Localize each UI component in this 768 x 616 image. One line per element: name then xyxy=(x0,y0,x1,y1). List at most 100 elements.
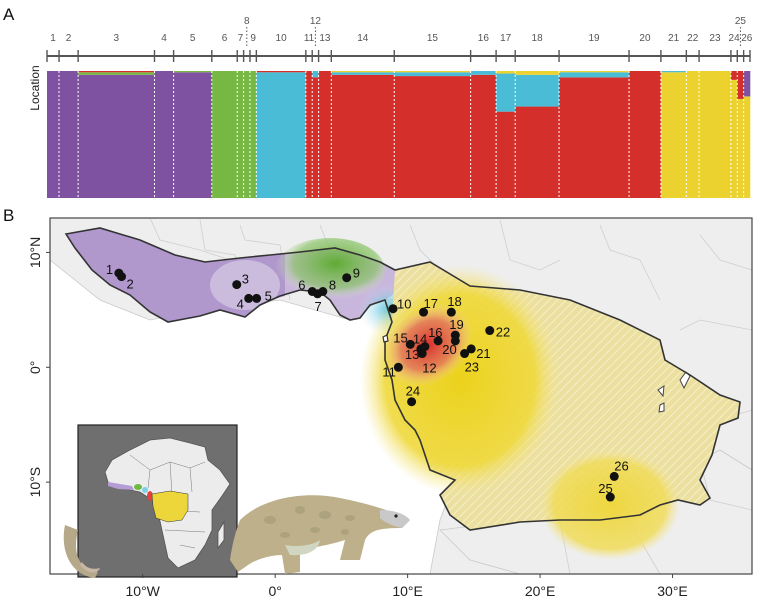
admixture-segment-red xyxy=(737,71,744,99)
admixture-segment-green xyxy=(237,71,244,198)
sample-site-label: 18 xyxy=(447,294,461,309)
sample-site-20: 20 xyxy=(442,336,460,357)
sample-site-label: 21 xyxy=(476,346,490,361)
sample-site-24: 24 xyxy=(406,384,420,407)
x-axis-tick-label: 20°E xyxy=(525,583,556,599)
x-axis-tick-label: 0° xyxy=(268,583,281,599)
sample-site-marker xyxy=(388,304,398,314)
location-tick-label: 26 xyxy=(741,33,753,44)
sample-site-8: 8 xyxy=(318,277,336,296)
location-tick-label: 6 xyxy=(222,33,228,44)
location-tick-label: 12 xyxy=(310,16,322,27)
inset-africa-map xyxy=(77,424,238,578)
sample-site-label: 9 xyxy=(353,266,360,281)
x-axis-tick-label: 30°E xyxy=(657,583,688,599)
admixture-segment-cyan xyxy=(312,71,319,78)
location-tick-label: 14 xyxy=(357,33,369,44)
bioko-island xyxy=(382,334,389,343)
sample-site-2: 2 xyxy=(117,272,134,292)
admixture-segment-red xyxy=(318,71,332,198)
admixture-segment-purple xyxy=(47,71,60,198)
location-tick-label: 13 xyxy=(319,33,331,44)
inset-range-purple xyxy=(108,482,134,490)
sample-site-marker xyxy=(460,349,470,359)
admixture-segment-purple xyxy=(743,71,751,97)
sample-site-14: 14 xyxy=(413,332,430,352)
sample-site-23: 23 xyxy=(460,349,479,375)
admixture-segment-green xyxy=(211,71,238,198)
sample-site-label: 7 xyxy=(315,299,322,314)
admixture-segment-yellow xyxy=(699,71,732,198)
location-tick-label: 8 xyxy=(244,16,250,27)
inset-range-green xyxy=(134,484,142,490)
sample-site-marker xyxy=(342,273,352,283)
location-tick-label: 18 xyxy=(532,33,544,44)
sample-site-9: 9 xyxy=(342,266,360,283)
inset-range-red xyxy=(147,491,153,501)
admixture-segment-yellow xyxy=(660,72,687,198)
sample-site-label: 3 xyxy=(242,272,249,287)
admixture-segment-red xyxy=(470,74,497,198)
panel-a-label: A xyxy=(3,5,15,24)
location-tick-label: 22 xyxy=(687,33,699,44)
admixture-segment-red xyxy=(78,71,155,73)
sample-site-marker xyxy=(407,397,417,407)
sample-site-label: 1 xyxy=(106,262,113,277)
sample-site-26: 26 xyxy=(609,458,629,481)
admixture-segment-green xyxy=(249,71,257,198)
y-axis-tick-label: 10°N xyxy=(27,237,43,268)
admixture-segment-purple xyxy=(173,72,213,198)
admixture-segment-yellow xyxy=(686,71,700,198)
admixture-segment-yellow xyxy=(737,98,744,198)
location-tick-label: 7 xyxy=(238,33,244,44)
location-tick-label: 21 xyxy=(668,33,680,44)
location-tick-label: 20 xyxy=(639,33,651,44)
x-axis-tick-label: 10°E xyxy=(392,583,423,599)
sample-site-label: 16 xyxy=(428,325,442,340)
sample-site-marker xyxy=(232,280,242,290)
admixture-segment-cyan xyxy=(660,71,687,73)
sample-site-marker xyxy=(605,492,615,502)
inset-range-yellow xyxy=(151,490,189,523)
admixture-segment-purple xyxy=(154,71,174,198)
sample-site-marker xyxy=(405,339,415,349)
location-tick-label: 3 xyxy=(114,33,120,44)
admixture-segment-yellow xyxy=(496,71,516,74)
admixture-segment-red xyxy=(515,106,560,198)
admixture-segment-red xyxy=(629,71,662,198)
sample-site-label: 13 xyxy=(405,347,419,362)
sample-site-3: 3 xyxy=(232,272,249,290)
location-tick-label: 17 xyxy=(500,33,512,44)
location-tick-label: 15 xyxy=(427,33,439,44)
location-tick-label: 10 xyxy=(276,33,288,44)
admixture-segment-cyan xyxy=(470,71,497,75)
admixture-segment-yellow xyxy=(515,71,560,75)
sample-site-label: 12 xyxy=(422,361,436,376)
sample-site-label: 14 xyxy=(413,332,427,347)
location-tick-label: 23 xyxy=(709,33,721,44)
admixture-segment-green xyxy=(173,71,213,73)
sample-site-marker xyxy=(117,272,127,282)
admixture-segment-yellow xyxy=(730,79,738,198)
sample-site-5: 5 xyxy=(252,288,272,303)
sample-site-11: 11 xyxy=(382,362,403,379)
sample-site-17: 17 xyxy=(419,296,438,317)
location-tick-label: 11 xyxy=(304,33,315,44)
location-tick-label: 9 xyxy=(250,33,256,44)
y-axis-tick-label: 10°S xyxy=(27,467,43,498)
location-tick-label: 2 xyxy=(66,33,72,44)
sample-site-label: 22 xyxy=(496,325,510,340)
sample-site-15: 15 xyxy=(393,330,415,349)
admixture-segment-red xyxy=(305,71,313,198)
admixture-segment-red xyxy=(730,71,738,80)
range-central-africa xyxy=(360,262,740,560)
y-axis-tick-label: 0° xyxy=(27,361,43,374)
location-tick-label: 4 xyxy=(161,33,167,44)
admixture-segment-red xyxy=(394,76,471,198)
location-tick-label: 19 xyxy=(588,33,600,44)
sample-site-marker xyxy=(433,336,443,346)
admixture-segment-red xyxy=(496,111,516,198)
sample-site-marker xyxy=(393,362,403,372)
